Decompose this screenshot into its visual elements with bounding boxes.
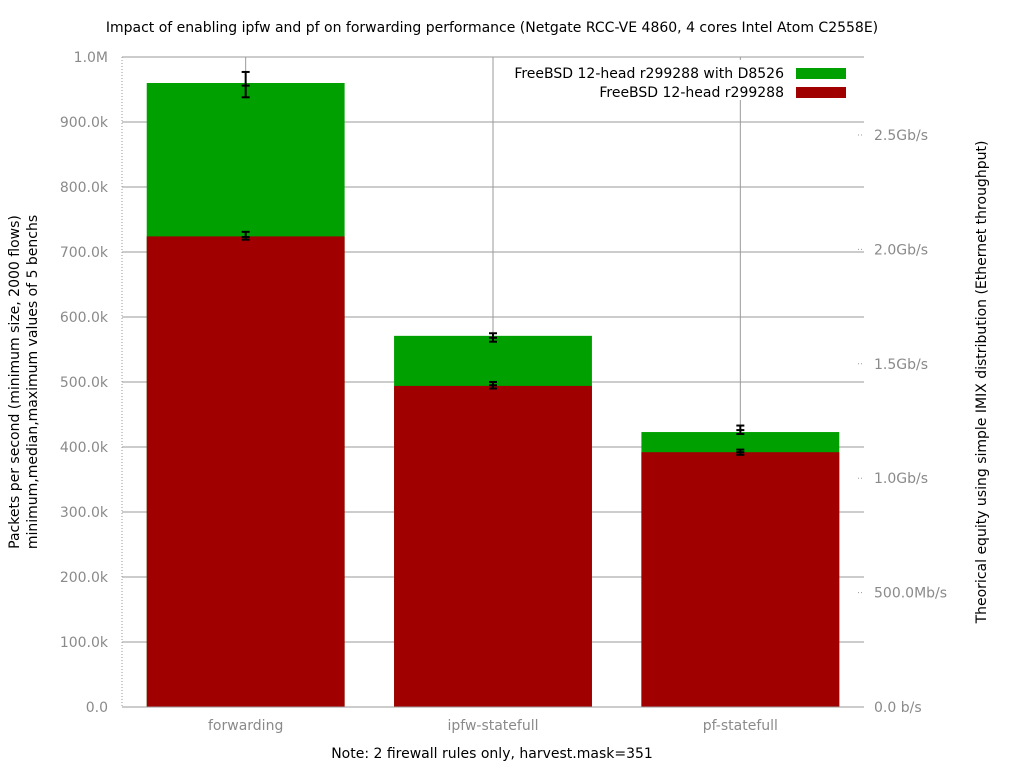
legend-swatch	[796, 87, 846, 98]
legend-label: FreeBSD 12-head r299288 with D8526	[514, 66, 784, 82]
y-tick-label: 400.0k	[60, 440, 109, 456]
y-tick-label: 1.0M	[74, 50, 108, 66]
y-tick-label: 600.0k	[60, 310, 109, 326]
x-tick-label: forwarding	[208, 718, 283, 734]
y2-axis-label: Theorical equity using simple IMIX distr…	[974, 141, 990, 625]
y2-tick-label: 1.5Gb/s	[874, 357, 928, 373]
bar-baseline	[394, 385, 592, 707]
y-tick-label: 800.0k	[60, 180, 109, 196]
y-axis-label-line-1: Packets per second (minimum size, 2000 f…	[7, 215, 23, 549]
y-tick-label: 900.0k	[60, 115, 109, 131]
y-tick-label: 200.0k	[60, 570, 109, 586]
y-tick-label: 0.0	[86, 700, 108, 716]
y-tick-label: 500.0k	[60, 375, 109, 391]
y2-tick-label: 2.0Gb/s	[874, 242, 928, 258]
y-tick-label: 700.0k	[60, 245, 109, 261]
bar-baseline	[146, 236, 345, 707]
legend: FreeBSD 12-head r299288 with D8526 FreeBS…	[498, 60, 856, 101]
y2-tick-label: 2.5Gb/s	[874, 128, 928, 144]
error-bars	[241, 70, 745, 456]
y2-tick-label: 0.0 b/s	[874, 700, 922, 716]
y2-tick-label: 500.0Mb/s	[874, 586, 947, 602]
bars	[146, 83, 840, 707]
y-tick-label: 300.0k	[60, 505, 109, 521]
x-tick-label: ipfw-statefull	[447, 718, 538, 734]
y-axis-label-line-2: minimum,median,maximum values of 5 bench…	[25, 215, 41, 549]
chart-title: Impact of enabling ipfw and pf on forwar…	[106, 20, 878, 36]
x-axis-label: Note: 2 firewall rules only, harvest.mas…	[331, 746, 653, 762]
legend-swatch	[796, 68, 846, 79]
axes: 0.0 100.0k 200.0k 300.0k 400.0k 500.0k 600.0k 7…	[60, 50, 947, 734]
y2-tick-label: 1.0Gb/s	[874, 471, 928, 487]
bar-baseline	[641, 452, 840, 707]
y-tick-label: 100.0k	[60, 635, 109, 651]
legend-label: FreeBSD 12-head r299288	[599, 85, 784, 101]
x-tick-label: pf-statefull	[703, 718, 778, 734]
